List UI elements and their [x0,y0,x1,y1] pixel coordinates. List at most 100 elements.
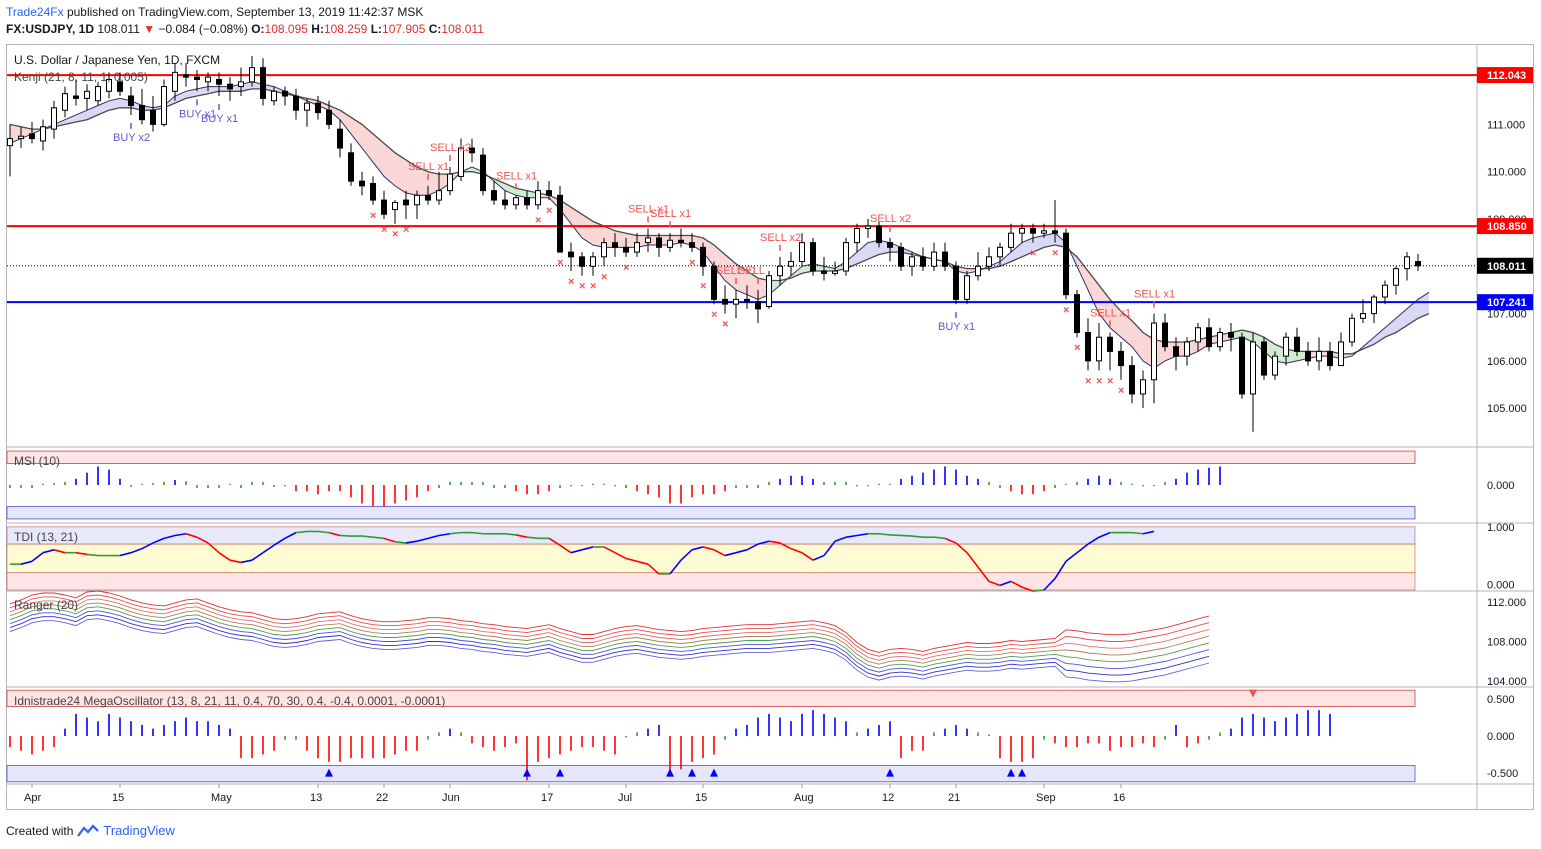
candle-body [601,242,607,258]
tdi-line-segment [240,559,253,564]
stop-cross-marker: × [601,271,607,283]
sell-signal-label: SELL x1 [1090,307,1131,319]
tdi-line-segment [1021,586,1034,592]
candle-body [1195,327,1201,343]
candle-body [1096,336,1102,362]
tdi-line-segment [515,534,528,538]
close-value: 108.011 [441,22,484,36]
candle-body [678,239,684,244]
tdi-line-segment [856,532,869,537]
pane-tick-label: 0.500 [1487,694,1515,706]
pane-title: MSI (10) [14,454,60,468]
publish-line: Trade24Fx published on TradingView.com, … [6,5,423,19]
high-label: H: [311,22,324,36]
candle-body [799,242,805,263]
low-label: L: [370,22,383,36]
price-tag-background [1477,67,1533,84]
sell-signal-label: SELL x2 [760,232,801,244]
price-tick-label: 110.000 [1487,167,1526,179]
kenji-cloud-segment [747,271,758,300]
tdi-line-segment [1032,589,1045,592]
stop-cross-marker: × [1118,385,1124,397]
candle-body [843,242,849,272]
tdi-line-segment [130,547,143,554]
candle-body [1162,322,1168,348]
candle-body [1184,341,1190,357]
tdi-line-segment [834,536,847,542]
time-axis-label: May [211,792,232,804]
candle-body [436,190,442,201]
tdi-line-segment [438,532,451,537]
tdi-line-segment [823,540,836,557]
price-tag-label: 112.043 [1487,70,1526,82]
candle-body [1349,317,1355,343]
stop-cross-marker: × [700,281,706,293]
tdi-line-segment [1131,531,1144,535]
tdi-line-segment [1043,577,1056,591]
buy-triangle-icon [523,768,531,777]
tdi-line-segment [31,552,44,562]
kenji-cloud-segment [1121,311,1132,347]
candle-body [194,76,200,80]
candle-body [172,71,178,92]
ranger-band-line [9,594,1210,657]
candle-body [1118,350,1124,367]
stop-cross-marker: × [579,281,585,293]
tradingview-link[interactable]: TradingView [103,823,175,838]
tdi-line-segment [878,532,891,536]
sell-signal-label: SELL x2 [430,142,471,154]
candle-body [216,78,222,85]
price-tag-background [1477,294,1533,311]
tdi-line-segment [416,537,429,542]
tdi-line-segment [361,535,374,538]
tdi-line-segment [295,530,308,534]
candle-body [975,265,981,277]
candle-body [1404,256,1410,270]
tdi-line-segment [328,531,341,537]
candle-body [997,246,1003,258]
kenji-cloud-segment [109,98,120,111]
tdi-line-segment [207,542,220,554]
chart-title: U.S. Dollar / Japanese Yen, 1D, FXCM [14,53,220,67]
chart-area[interactable]: 111.000110.000109.000107.000106.000105.0… [0,44,1541,820]
candle-body [1008,232,1014,248]
tdi-line-segment [284,531,297,540]
candle-body [282,90,288,97]
tdi-line-segment [735,549,748,554]
stop-cross-marker: × [568,276,574,288]
kenji-fast-line [9,81,1430,369]
author-link[interactable]: Trade24Fx [6,5,64,19]
buy-signal-label: BUY x1 [201,113,238,125]
pane-tick-label: 1.000 [1487,522,1515,534]
candle-body [1206,327,1212,348]
tdi-line-segment [812,554,825,561]
stop-cross-marker: × [403,224,409,236]
sell-triangle-icon [1249,689,1257,698]
tdi-line-segment [614,551,627,560]
tdi-line-segment [559,544,572,554]
candle-body [1316,350,1322,362]
tdi-band [6,572,1416,591]
candle-body [337,128,343,149]
buy-triangle-icon [556,768,564,777]
tdi-line-segment [779,542,792,550]
symbol-name[interactable]: FX:USDJPY, 1D [6,22,95,36]
candle-body [920,256,926,267]
candle-body [1382,284,1388,298]
candle-body [128,95,134,106]
candle-body [722,298,728,305]
tdi-line-segment [1076,543,1089,554]
tdi-line-segment [603,546,616,554]
stop-cross-marker: × [1052,248,1058,260]
candle-body [271,90,277,102]
kenji-cloud-segment [593,221,604,248]
stop-cross-marker: × [1085,375,1091,387]
time-axis-label: 15 [112,792,124,804]
buy-triangle-icon [1018,768,1026,777]
stop-cross-marker: × [1096,375,1102,387]
candle-body [1030,227,1036,234]
candle-body [931,251,937,267]
tdi-line-segment [251,552,264,561]
candle-body [1063,232,1069,296]
tdi-line-segment [229,559,242,564]
